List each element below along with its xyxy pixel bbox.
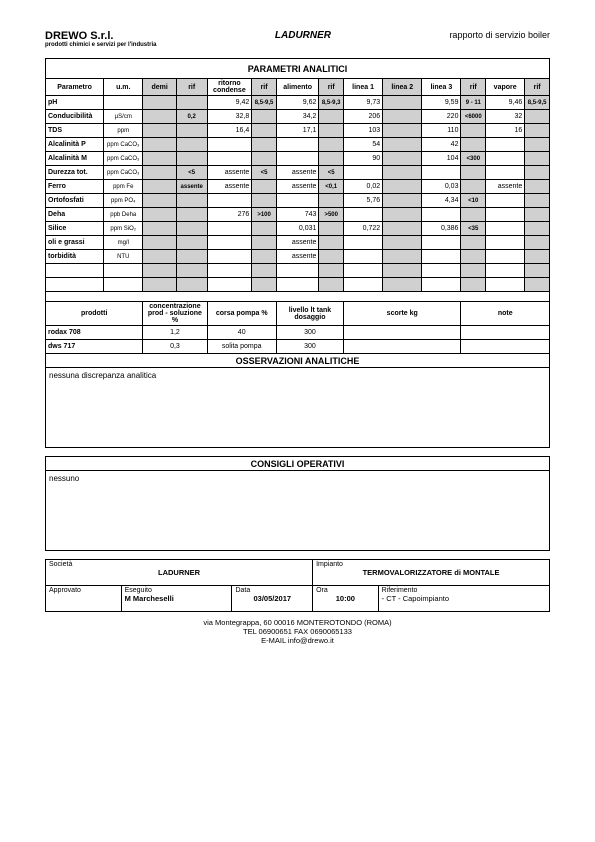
table-row: Siliceppm SiO₂0,0310,7220,386<35 xyxy=(46,222,550,236)
table-row: Durezza tot.ppm CaCO₃<5assente<5assente<… xyxy=(46,166,550,180)
col-scorte: scorte kg xyxy=(344,302,461,326)
col-linea1: linea 1 xyxy=(344,79,383,96)
col-vapore: vapore xyxy=(486,79,525,96)
col-parametro: Parametro xyxy=(46,79,104,96)
obs-title: OSSERVAZIONI ANALITICHE xyxy=(46,354,550,368)
col-rif: rif xyxy=(252,79,277,96)
contact-line1: via Montegrappa, 60 00016 MONTEROTONDO (… xyxy=(45,618,550,627)
ora-label: Ora xyxy=(316,587,375,594)
societa-label: Società xyxy=(49,561,309,568)
col-linea3: linea 3 xyxy=(422,79,461,96)
table-row: Ortofosfatippm PO₄5,764,34<10 xyxy=(46,194,550,208)
col-um: u.m. xyxy=(104,79,143,96)
data-label: Data xyxy=(235,587,309,594)
consigli-table: CONSIGLI OPERATIVI nessuno xyxy=(45,456,550,551)
contact-block: via Montegrappa, 60 00016 MONTEROTONDO (… xyxy=(45,618,550,645)
eseguito-val: M Marcheselli xyxy=(125,594,229,603)
cons-text: nessuno xyxy=(46,471,550,551)
contact-line2: TEL 06900651 FAX 0690065133 xyxy=(45,627,550,636)
ora-val: 10:00 xyxy=(316,594,375,603)
table-row: Ferroppm Feassenteassenteassente<0,10,02… xyxy=(46,180,550,194)
col-prodotti: prodotti xyxy=(46,302,143,326)
header-center: LADURNER xyxy=(275,30,331,41)
table-row: Dehappb Deha276>100743>500 xyxy=(46,208,550,222)
col-livello: livello lt tank dosaggio xyxy=(276,302,343,326)
blank-row xyxy=(46,264,550,278)
col-alimento: alimento xyxy=(276,79,319,96)
rif-val: - CT - Capoimpianto xyxy=(382,594,546,603)
col-ritorno: ritorno condense xyxy=(207,79,252,96)
blank-row xyxy=(46,278,550,292)
col-conc: concentrazione prod - soluzione % xyxy=(143,302,207,326)
product-row: rodax 7081,240300 xyxy=(46,326,550,340)
table-row: Alcalinità Pppm CaCO₃5442 xyxy=(46,138,550,152)
col-rif: rif xyxy=(176,79,207,96)
obs-text: nessuna discrepanza analitica xyxy=(46,368,550,448)
footer-table: Società LADURNER Impianto TERMOVALORIZZA… xyxy=(45,559,550,612)
table-row: torbiditàNTUassente xyxy=(46,250,550,264)
separator-row xyxy=(46,292,550,302)
col-rif: rif xyxy=(525,79,550,96)
eseguito-label: Eseguito xyxy=(125,587,229,594)
company-name: DREWO S.r.l. xyxy=(45,30,156,42)
approvato-label: Approvato xyxy=(49,587,118,594)
company-subtitle: prodotti chimici e servizi per l'industr… xyxy=(45,42,156,48)
col-note: note xyxy=(461,302,550,326)
table-row: ConducibilitàµS/cm0,232,834,2206220<6000… xyxy=(46,110,550,124)
rif-label: Riferimento xyxy=(382,587,546,594)
table-row: pH9,428,5-9,59,628,5-9,39,739,599 - 119,… xyxy=(46,96,550,110)
report-header: DREWO S.r.l. prodotti chimici e servizi … xyxy=(45,30,550,48)
parametri-table: PARAMETRI ANALITICI Parametro u.m. demi … xyxy=(45,58,550,448)
data-val: 03/05/2017 xyxy=(235,594,309,603)
contact-line3: E-MAIL info@drewo.it xyxy=(45,636,550,645)
table-row: oli e grassimg/lassente xyxy=(46,236,550,250)
products-header: prodotti concentrazione prod - soluzione… xyxy=(46,302,550,326)
col-rif: rif xyxy=(319,79,344,96)
impianto-label: Impianto xyxy=(316,561,546,568)
societa-val: LADURNER xyxy=(49,568,309,577)
cons-title: CONSIGLI OPERATIVI xyxy=(46,457,550,471)
table-header-row: Parametro u.m. demi rif ritorno condense… xyxy=(46,79,550,96)
table-row: Alcalinità Mppm CaCO₃90104<300 xyxy=(46,152,550,166)
product-row: dws 7170,3solita pompa300 xyxy=(46,340,550,354)
impianto-val: TERMOVALORIZZATORE di MONTALE xyxy=(316,568,546,577)
col-rif: rif xyxy=(461,79,486,96)
table-row: TDSppm16,417,110311016 xyxy=(46,124,550,138)
col-linea2: linea 2 xyxy=(383,79,422,96)
col-corsa: corsa pompa % xyxy=(207,302,276,326)
col-demi: demi xyxy=(143,79,177,96)
section-title: PARAMETRI ANALITICI xyxy=(46,59,550,79)
header-right: rapporto di servizio boiler xyxy=(449,30,550,40)
